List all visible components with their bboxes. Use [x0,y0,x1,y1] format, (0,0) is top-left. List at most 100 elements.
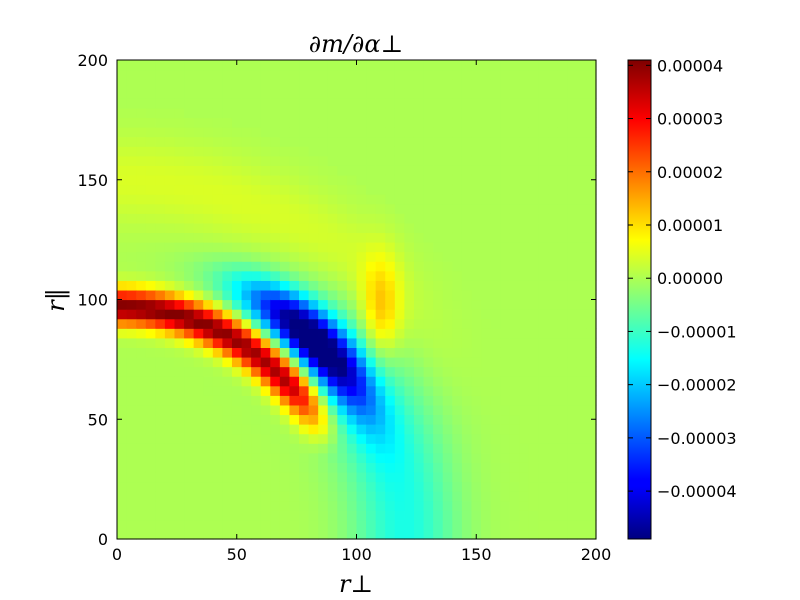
heatmap-cell [500,385,511,396]
heatmap-cell [145,462,156,473]
heatmap-cell [318,376,329,387]
heatmap-cell [404,194,415,205]
heatmap-cell [174,203,185,214]
heatmap-cell [481,88,492,99]
heatmap-cell [279,414,291,425]
heatmap-cell [241,500,252,511]
heatmap-cell [481,471,492,483]
heatmap-cell [366,289,377,301]
heatmap-cell [385,443,396,454]
heatmap-cell [260,395,271,406]
heatmap-cell [481,443,492,454]
heatmap-cell [193,433,204,444]
heatmap-cell [164,117,176,128]
heatmap-cell [327,443,338,454]
heatmap-cell [375,337,386,348]
heatmap-cell [567,107,578,119]
heatmap-cell [136,328,147,339]
heatmap-cell [203,376,214,387]
heatmap-cell [557,232,568,243]
heatmap-cell [212,337,223,348]
heatmap-cell [471,347,482,358]
heatmap-cell [423,519,434,531]
heatmap-cell [346,433,358,444]
heatmap-cell [461,414,473,425]
heatmap-cell [490,356,501,368]
heatmap-cell [557,69,568,80]
heatmap-cell [318,491,329,502]
heatmap-cell [385,60,396,71]
heatmap-cell [145,529,156,540]
heatmap-cell [299,280,310,291]
heatmap-cell [500,136,511,147]
heatmap-cell [586,337,597,348]
heatmap-cell [145,88,156,99]
heatmap-cell [260,443,271,454]
heatmap-cell [394,347,405,358]
heatmap-cell [164,337,176,348]
heatmap-cell [222,165,233,176]
heatmap-cell [452,443,463,454]
heatmap-cell [500,519,511,531]
heatmap-cell [452,289,463,301]
heatmap-cell [394,318,405,329]
heatmap-cell [308,79,319,90]
heatmap-cell [509,127,520,138]
heatmap-cell [155,69,166,80]
heatmap-cell [231,155,243,166]
heatmap-cell [538,261,549,272]
heatmap-cell [327,471,338,483]
heatmap-cell [145,136,156,147]
heatmap-cell [126,146,137,157]
heatmap-cell [241,299,252,310]
heatmap-cell [509,117,520,128]
heatmap-cell [145,491,156,502]
heatmap-cell [433,376,444,387]
heatmap-cell [538,270,549,281]
heatmap-cell [500,60,511,71]
heatmap-cell [164,328,176,339]
heatmap-cell [567,174,578,186]
heatmap-cell [203,146,214,157]
heatmap-cell [164,414,176,425]
heatmap-cell [576,299,588,310]
heatmap-cell [413,471,425,483]
heatmap-cell [203,337,214,348]
heatmap-cell [356,328,367,339]
colorbar [627,59,652,540]
heatmap-cell [164,481,176,492]
heatmap-cell [289,481,300,492]
heatmap-cell [174,232,185,243]
heatmap-cell [270,127,281,138]
heatmap-cell [184,270,195,281]
heatmap-cell [452,155,463,166]
heatmap-cell [193,242,204,253]
heatmap-cell [576,136,588,147]
heatmap-cell [164,395,176,406]
heatmap-cell [136,203,147,214]
heatmap-cell [289,414,300,425]
heatmap-cell [528,280,540,291]
heatmap-cell [375,356,386,368]
heatmap-cell [318,184,329,195]
heatmap-cell [567,500,578,511]
heatmap-cell [576,107,588,119]
heatmap-cell [375,261,386,272]
heatmap-cell [366,184,377,195]
heatmap-cell [509,347,520,358]
heatmap-cell [394,203,405,214]
heatmap-cell [222,213,233,224]
heatmap-cell [576,491,588,502]
heatmap-cell [260,155,271,166]
heatmap-cell [442,117,453,128]
heatmap-cell [299,529,310,540]
heatmap-cell [471,500,482,511]
heatmap-cell [136,452,147,463]
heatmap-cell [308,242,319,253]
heatmap-cell [251,203,262,214]
heatmap-cell [433,127,444,138]
heatmap-cell [366,529,377,540]
heatmap-cell [567,203,578,214]
heatmap-cell [222,242,233,253]
